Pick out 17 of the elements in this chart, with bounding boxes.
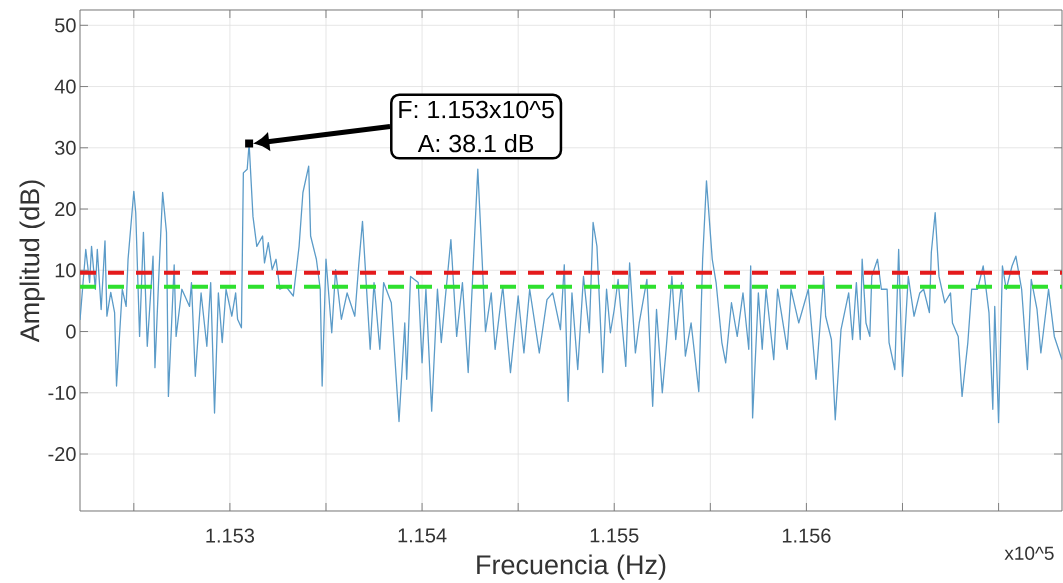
x-tick-label: 1.154	[398, 528, 447, 543]
x-tick-label: 1.153	[206, 528, 255, 543]
y-axis-title: Amplitud (dB)	[19, 180, 45, 343]
y-tick-label: 10	[55, 263, 76, 278]
y-tick-label: 30	[55, 140, 76, 155]
annotation: F: 1.153x10^5	[399, 100, 554, 119]
x-tick-label: 1.156	[782, 528, 831, 543]
x-axis-title: Frecuencia (Hz)	[477, 554, 666, 580]
y-tick-label: 40	[54, 79, 76, 94]
y-tick-label: 0	[66, 324, 76, 339]
y-tick-label: -10	[48, 385, 76, 400]
y-tick-label: 20	[55, 201, 76, 217]
annotation: A: 38.1 dB	[417, 134, 534, 153]
text: x10^5	[1004, 546, 1054, 560]
x-tick-label: 1.155	[590, 528, 639, 543]
y-tick-label: 50	[55, 18, 76, 33]
y-tick-label: -20	[48, 446, 76, 462]
